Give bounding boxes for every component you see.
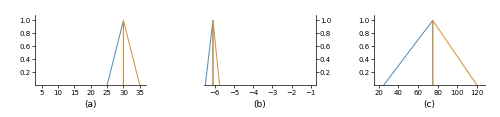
X-axis label: (c): (c) [424,100,436,109]
X-axis label: (a): (a) [84,100,97,109]
X-axis label: (b): (b) [254,100,266,109]
